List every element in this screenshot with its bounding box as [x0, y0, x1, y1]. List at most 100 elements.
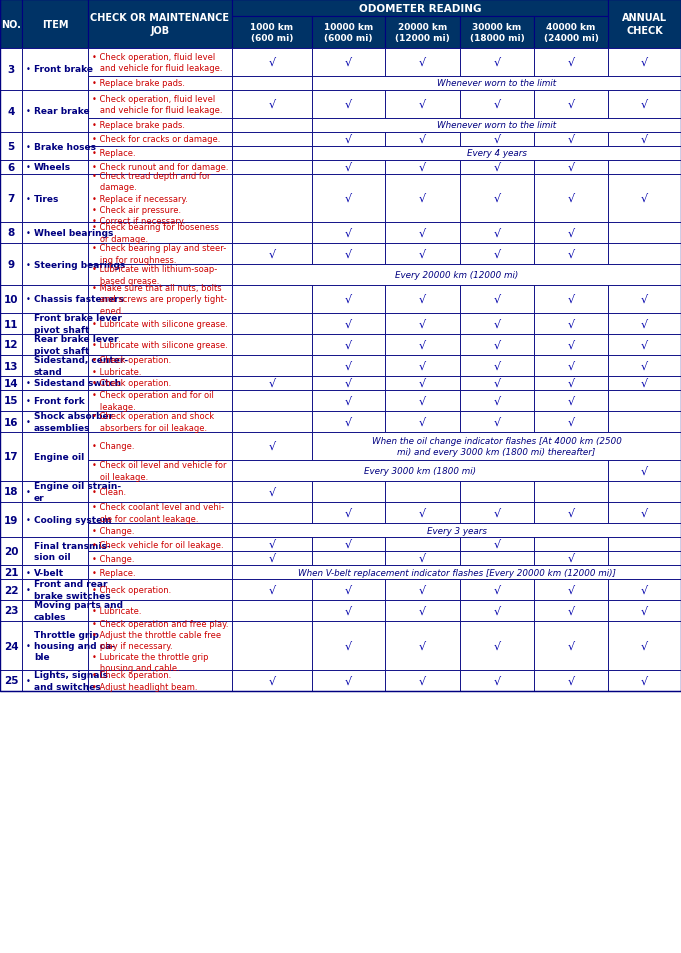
Bar: [0, 670, 22, 691]
Bar: [232, 481, 312, 502]
Bar: [0, 481, 22, 502]
Text: 8: 8: [7, 229, 14, 238]
Text: 25: 25: [4, 676, 18, 686]
Text: Whenever worn to the limit: Whenever worn to the limit: [437, 79, 556, 89]
Text: • Replace.: • Replace.: [92, 568, 136, 577]
Text: √: √: [494, 135, 501, 145]
Bar: [385, 502, 460, 523]
Text: √: √: [345, 340, 352, 350]
Bar: [232, 537, 312, 552]
Text: √: √: [567, 554, 575, 563]
Bar: [0, 355, 22, 376]
Text: • Make sure that all nuts, bolts
   and screws are properly tight-
   ened.: • Make sure that all nuts, bolts and scr…: [92, 284, 227, 315]
Bar: [0, 579, 22, 600]
Text: √: √: [419, 294, 426, 305]
Bar: [0, 621, 22, 670]
Text: √: √: [345, 508, 352, 518]
Bar: [385, 670, 460, 691]
Bar: [312, 502, 385, 523]
Text: Rear brake lever
pivot shaft: Rear brake lever pivot shaft: [34, 335, 118, 355]
Text: • Check operation.
• Lubricate.: • Check operation. • Lubricate.: [92, 356, 171, 376]
Bar: [312, 244, 385, 265]
Bar: [385, 91, 460, 119]
Text: √: √: [268, 585, 276, 595]
Text: √: √: [419, 361, 426, 371]
Bar: [232, 523, 681, 537]
Bar: [608, 670, 681, 691]
Bar: [312, 412, 385, 433]
Text: 21: 21: [4, 567, 18, 578]
Bar: [88, 579, 232, 600]
Bar: [232, 132, 312, 147]
Bar: [312, 600, 385, 621]
Bar: [88, 0, 232, 49]
Bar: [0, 0, 22, 49]
Bar: [88, 335, 232, 355]
Bar: [232, 565, 681, 579]
Text: • Check operation.: • Check operation.: [92, 379, 171, 388]
Text: √: √: [641, 508, 648, 518]
Bar: [312, 552, 385, 565]
Text: √: √: [494, 58, 501, 68]
Text: √: √: [268, 539, 276, 550]
Text: √: √: [567, 250, 575, 259]
Bar: [460, 132, 534, 147]
Bar: [22, 537, 88, 565]
Text: √: √: [567, 193, 575, 204]
Bar: [312, 286, 385, 314]
Text: 18: 18: [4, 487, 18, 497]
Bar: [460, 502, 534, 523]
Text: •: •: [26, 260, 31, 269]
Bar: [460, 286, 534, 314]
Text: √: √: [419, 508, 426, 518]
Text: Sidestand, center-
stand: Sidestand, center- stand: [34, 356, 128, 376]
Bar: [0, 537, 22, 565]
Bar: [385, 17, 460, 49]
Text: √: √: [419, 229, 426, 238]
Text: 23: 23: [4, 606, 18, 616]
Bar: [22, 174, 88, 223]
Bar: [88, 460, 232, 481]
Text: 5: 5: [7, 142, 14, 152]
Bar: [312, 670, 385, 691]
Bar: [385, 161, 460, 174]
Text: √: √: [268, 250, 276, 259]
Text: √: √: [345, 585, 352, 595]
Bar: [460, 376, 534, 391]
Bar: [232, 552, 312, 565]
Text: √: √: [419, 135, 426, 145]
Text: 14: 14: [3, 378, 18, 389]
Text: √: √: [268, 100, 276, 110]
Bar: [0, 433, 22, 481]
Text: √: √: [494, 676, 501, 686]
Bar: [22, 286, 88, 314]
Text: • Check operation.
• Adjust headlight beam.: • Check operation. • Adjust headlight be…: [92, 671, 197, 691]
Text: √: √: [641, 378, 648, 389]
Text: V-belt: V-belt: [34, 568, 64, 577]
Bar: [22, 49, 88, 91]
Bar: [0, 49, 22, 91]
Bar: [88, 391, 232, 412]
Bar: [460, 552, 534, 565]
Text: √: √: [345, 396, 352, 406]
Text: √: √: [345, 319, 352, 329]
Text: • Check for cracks or damage.: • Check for cracks or damage.: [92, 135, 221, 144]
Text: √: √: [345, 135, 352, 145]
Bar: [608, 335, 681, 355]
Text: Cooling system: Cooling system: [34, 516, 112, 524]
Bar: [88, 502, 232, 523]
Text: •: •: [26, 641, 31, 650]
Text: • Replace brake pads.: • Replace brake pads.: [92, 79, 185, 89]
Bar: [232, 286, 312, 314]
Text: Engine oil: Engine oil: [34, 453, 84, 461]
Bar: [534, 579, 608, 600]
Bar: [608, 161, 681, 174]
Bar: [608, 376, 681, 391]
Text: 19: 19: [4, 515, 18, 525]
Bar: [0, 376, 22, 391]
Text: Whenever worn to the limit: Whenever worn to the limit: [437, 121, 556, 131]
Text: 20: 20: [4, 546, 18, 557]
Bar: [88, 565, 232, 579]
Bar: [385, 481, 460, 502]
Bar: [608, 481, 681, 502]
